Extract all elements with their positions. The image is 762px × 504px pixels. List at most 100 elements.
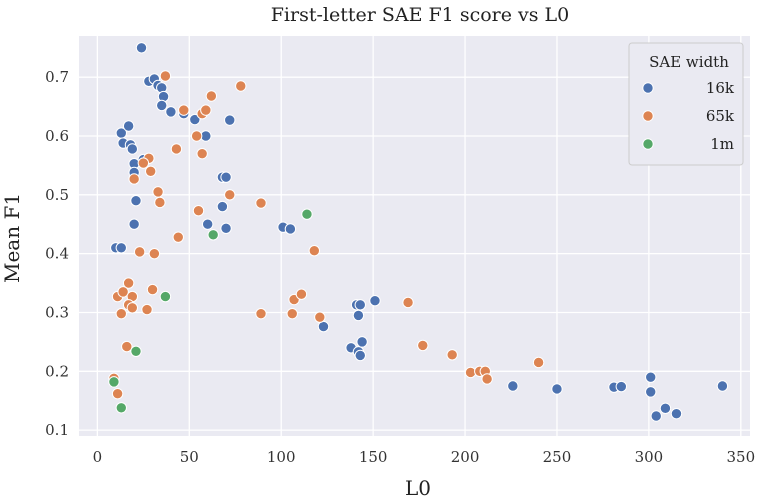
data-point bbox=[111, 387, 124, 400]
y-tick-label: 0.7 bbox=[45, 68, 69, 86]
data-point bbox=[154, 196, 166, 209]
data-point bbox=[126, 143, 139, 155]
data-point bbox=[317, 320, 330, 333]
y-tick-label: 0.5 bbox=[45, 186, 69, 204]
legend-title: SAE width bbox=[649, 53, 729, 71]
data-point bbox=[220, 171, 232, 183]
data-point bbox=[354, 299, 366, 311]
data-point bbox=[156, 99, 168, 112]
x-tick-label: 200 bbox=[451, 448, 480, 466]
data-point bbox=[126, 302, 139, 314]
legend: SAE width 16k 65k 1m bbox=[628, 42, 744, 166]
data-point bbox=[224, 189, 236, 201]
legend-marker bbox=[642, 138, 654, 150]
data-point bbox=[670, 407, 683, 420]
series-1m bbox=[108, 208, 313, 414]
y-tick-label: 0.1 bbox=[45, 421, 69, 439]
data-point bbox=[481, 373, 493, 385]
legend-entry: 16k bbox=[706, 79, 735, 97]
y-tick-label: 0.2 bbox=[45, 362, 69, 380]
x-tick-label: 150 bbox=[359, 448, 388, 466]
data-point bbox=[128, 173, 140, 185]
data-point bbox=[152, 186, 164, 198]
data-point bbox=[645, 386, 657, 398]
data-point bbox=[507, 380, 519, 392]
data-point bbox=[308, 245, 321, 257]
x-tick-label: 250 bbox=[543, 448, 572, 466]
data-point bbox=[130, 345, 142, 357]
data-point bbox=[369, 295, 381, 307]
tick-labels: 0 50 100 150 200 250 300 350 0.1 0.2 0.3 0.4 0.5 0.6 0… bbox=[45, 68, 755, 466]
data-point bbox=[220, 222, 232, 235]
data-point bbox=[295, 288, 308, 300]
legend-entry: 65k bbox=[706, 107, 735, 125]
data-point bbox=[201, 218, 214, 230]
x-tick-label: 50 bbox=[180, 448, 199, 466]
data-point bbox=[172, 231, 184, 243]
x-tick-label: 100 bbox=[267, 448, 296, 466]
data-point bbox=[417, 339, 429, 352]
series-16k bbox=[110, 42, 729, 422]
data-point bbox=[148, 247, 161, 260]
data-point bbox=[115, 307, 127, 320]
data-point bbox=[207, 229, 219, 241]
data-point bbox=[122, 277, 135, 289]
x-tick-label: 0 bbox=[93, 448, 103, 466]
legend-box bbox=[628, 42, 744, 166]
data-point bbox=[122, 120, 135, 132]
data-point bbox=[130, 195, 142, 207]
data-point bbox=[716, 380, 729, 392]
data-point bbox=[286, 307, 298, 320]
data-point bbox=[301, 208, 313, 220]
data-point bbox=[314, 311, 326, 323]
data-point bbox=[224, 114, 236, 126]
y-tick-label: 0.3 bbox=[45, 303, 69, 321]
data-point bbox=[121, 340, 133, 353]
data-point bbox=[141, 303, 153, 316]
data-points bbox=[108, 42, 729, 422]
data-point bbox=[196, 147, 208, 160]
data-point bbox=[108, 376, 120, 388]
data-point bbox=[235, 80, 247, 92]
data-point bbox=[117, 286, 129, 298]
data-point bbox=[551, 383, 563, 395]
legend-entry: 1m bbox=[710, 135, 734, 153]
legend-marker bbox=[642, 82, 654, 94]
data-point bbox=[159, 70, 172, 82]
data-point bbox=[255, 197, 267, 209]
data-point bbox=[532, 356, 545, 369]
data-point bbox=[402, 296, 414, 309]
data-point bbox=[190, 130, 203, 142]
data-point bbox=[133, 246, 146, 258]
y-tick-label: 0.4 bbox=[45, 245, 69, 263]
data-point bbox=[645, 371, 657, 383]
data-point bbox=[135, 42, 148, 54]
legend-marker bbox=[642, 110, 654, 122]
data-point bbox=[659, 402, 672, 415]
x-tick-label: 350 bbox=[726, 448, 755, 466]
data-point bbox=[615, 380, 628, 393]
y-axis-label: Mean F1 bbox=[0, 193, 24, 283]
data-point bbox=[352, 309, 365, 322]
data-point bbox=[144, 165, 157, 177]
x-tick-label: 300 bbox=[635, 448, 664, 466]
data-point bbox=[216, 200, 229, 213]
data-point bbox=[446, 349, 458, 361]
chart-title: First-letter SAE F1 score vs L0 bbox=[271, 4, 570, 26]
data-point bbox=[205, 90, 218, 102]
data-point bbox=[146, 283, 159, 296]
data-point bbox=[115, 402, 127, 414]
data-point bbox=[354, 349, 366, 362]
data-point bbox=[200, 104, 212, 116]
data-point bbox=[159, 290, 172, 303]
data-point bbox=[356, 336, 368, 348]
data-point bbox=[137, 157, 150, 169]
data-point bbox=[255, 307, 267, 320]
data-point bbox=[115, 242, 127, 254]
x-axis-label: L0 bbox=[405, 476, 431, 500]
data-point bbox=[165, 106, 177, 118]
data-point bbox=[178, 104, 190, 116]
data-point bbox=[128, 218, 140, 230]
data-point bbox=[650, 410, 662, 422]
